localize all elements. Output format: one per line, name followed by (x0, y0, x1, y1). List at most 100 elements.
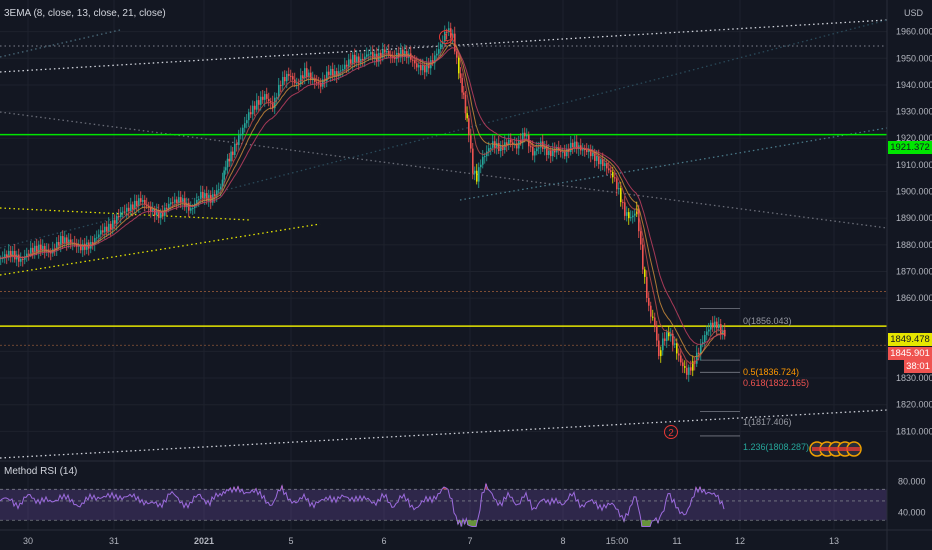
time-tick-label: 7 (467, 536, 472, 546)
candle-body (126, 207, 128, 212)
candle-body (536, 148, 538, 152)
candle-body (648, 297, 650, 306)
candle-body (638, 208, 640, 232)
candle-body (352, 54, 354, 64)
rsi-label[interactable]: Method RSI (14) (4, 466, 78, 477)
event-icons[interactable] (809, 441, 862, 457)
candle-body (662, 338, 664, 351)
candle-body (484, 156, 486, 158)
candle-body (602, 159, 604, 166)
candle-body (304, 68, 306, 79)
candle-body (348, 59, 350, 67)
candle-body (288, 73, 290, 76)
candle-body (190, 208, 192, 211)
candle-body (220, 186, 222, 190)
candle-body (660, 350, 662, 357)
candle-body (590, 149, 592, 157)
candle-body (420, 64, 422, 71)
candle-body (354, 54, 356, 63)
candle-body (424, 65, 426, 73)
candle-body (600, 159, 602, 165)
ema-21-line (0, 47, 725, 345)
candle-body (680, 355, 682, 363)
candle-body (584, 148, 586, 151)
candle-body (64, 237, 66, 244)
candle-body (128, 207, 130, 212)
candle-body (316, 81, 318, 83)
candle-body (540, 141, 542, 148)
candle-body (524, 132, 526, 137)
candle-body (704, 334, 706, 343)
price-tick-label: 1950.000 (896, 53, 932, 63)
candle-body (32, 247, 34, 253)
candle-body (124, 211, 126, 213)
horizontal-levels (0, 133, 887, 437)
swing-marker-2 (664, 425, 678, 439)
candle-body (498, 142, 500, 152)
upper-channel-line (0, 19, 888, 73)
candle-body (472, 148, 474, 174)
candle-body (186, 202, 188, 208)
candle-body (4, 254, 6, 258)
last-price-tag: 1845.901 (888, 347, 932, 360)
candle-body (42, 245, 44, 251)
candle-body (386, 50, 388, 53)
fib-label-1236: 1.236(1808.287) (743, 442, 809, 452)
candle-body (378, 52, 380, 62)
candle-body (56, 242, 58, 250)
green-level-tag: 1921.372 (888, 141, 932, 154)
candle-body (614, 177, 616, 179)
candle-body (724, 329, 726, 337)
candle-body (446, 31, 448, 33)
candle-body (326, 71, 328, 82)
candle-body (240, 134, 242, 136)
swing-marker-1-label: 1 (443, 33, 449, 44)
candle-body (140, 198, 142, 202)
candle-body (266, 94, 268, 99)
candle-body (302, 75, 304, 79)
candle-body (12, 250, 14, 257)
candle-body (76, 243, 78, 247)
candle-body (362, 58, 364, 61)
candle-body (618, 188, 620, 190)
candle-body (200, 191, 202, 199)
price-axis: 1960.000 1950.000 1940.000 1930.000 1920.000… (886, 0, 932, 550)
candle-body (646, 276, 648, 298)
candle-body (136, 200, 138, 207)
candle-body (226, 158, 229, 168)
candle-body (150, 207, 152, 212)
candle-body (684, 366, 686, 368)
candle-body (244, 123, 246, 128)
indicator-label[interactable]: 3EMA (8, close, 13, close, 21, close) (4, 8, 166, 19)
candle-body (440, 43, 442, 50)
candle-body (280, 84, 282, 86)
candle-body (459, 73, 462, 78)
time-tick-label: 6 (381, 536, 386, 546)
candle-body (166, 207, 168, 210)
candle-body (228, 158, 231, 162)
candle-body (608, 168, 610, 171)
candle-body (176, 199, 178, 203)
candle-body (512, 142, 514, 145)
candle-body (320, 82, 322, 87)
candle-body (158, 210, 160, 218)
candle-body (672, 333, 674, 345)
candle-body (640, 231, 642, 245)
candle-body (592, 152, 594, 157)
candle-body (436, 53, 438, 56)
candle-body (510, 139, 512, 143)
candle-body (596, 156, 598, 161)
candle-body (44, 245, 46, 252)
candle-body (476, 170, 478, 182)
candle-body (374, 53, 376, 59)
candle-body (674, 343, 676, 345)
candle-body (392, 56, 394, 58)
candle-body (274, 97, 276, 109)
candle-body (58, 242, 60, 246)
candle-body (696, 352, 698, 364)
candle-body (382, 49, 384, 58)
candle-body (520, 140, 522, 143)
ema-lines (0, 37, 725, 365)
candle-body (482, 156, 484, 165)
